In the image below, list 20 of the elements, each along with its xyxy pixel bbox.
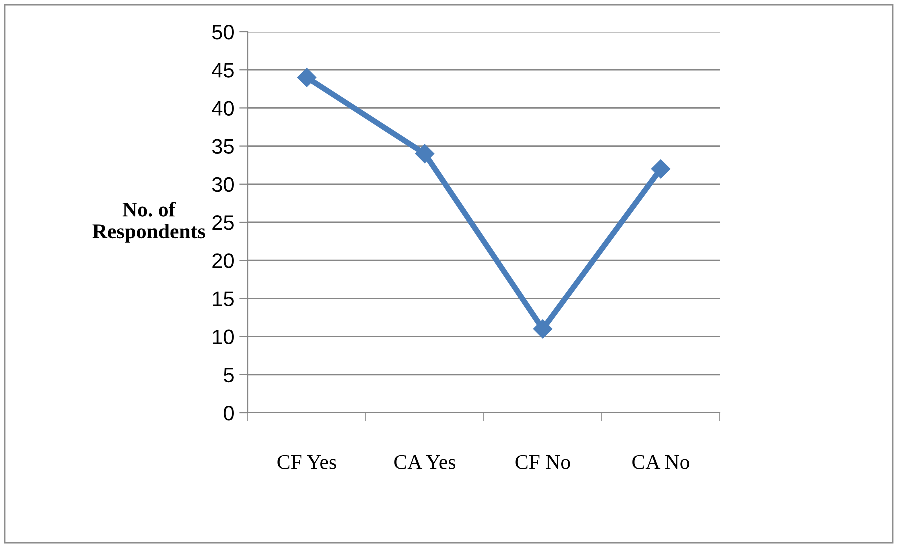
y-axis-title: No. of Respondents [92, 202, 206, 243]
y-tick-label: 30 [212, 177, 234, 192]
x-tick-label: CF Yes [278, 455, 336, 470]
y-tick-label: 40 [212, 101, 234, 116]
point [415, 144, 435, 164]
y-tick-label: 10 [213, 330, 234, 345]
y-tick-label: 25 [212, 216, 234, 230]
y-tick-label: 0 [224, 406, 234, 421]
point [533, 320, 553, 339]
y-tick-label: 45 [212, 63, 234, 78]
y-tick-label: 20 [212, 254, 234, 268]
x-tick-label: CA Yes [394, 455, 456, 470]
y-tick-label: 50 [212, 25, 234, 40]
y-tick-label: 5 [224, 368, 234, 383]
x-tick-label: CF No [516, 455, 570, 470]
y-tick-label: 35 [212, 139, 234, 154]
x-tick-label: CA No [632, 455, 690, 470]
point [651, 160, 671, 179]
y-tick-label: 15 [213, 292, 234, 306]
point [297, 68, 317, 88]
